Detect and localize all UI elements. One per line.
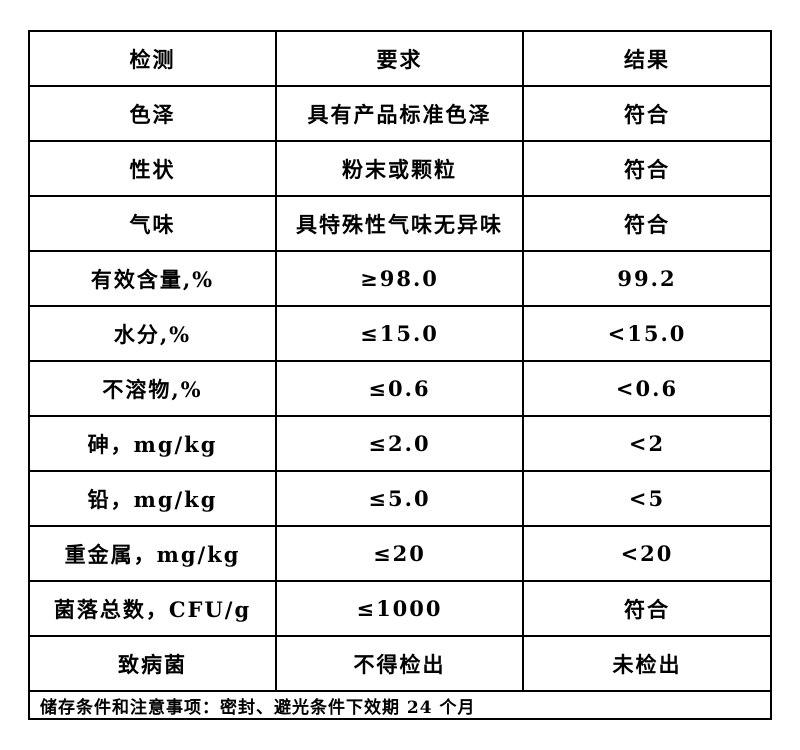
test-name-cell: 砷，mg/kg: [28, 415, 277, 472]
requirement-cell: 不得检出: [275, 635, 524, 692]
requirement-cell: 具特殊性气味无异味: [275, 195, 524, 252]
table-row: 水分,% ≤15.0 <15.0: [28, 305, 772, 362]
result-cell: <15.0: [522, 305, 772, 362]
requirement-cell: ≤20: [275, 525, 524, 582]
result-cell: <20: [522, 525, 772, 582]
table-row: 重金属，mg/kg ≤20 <20: [28, 525, 772, 582]
test-name-cell: 不溶物,%: [28, 360, 277, 417]
header-cell-result: 结果: [522, 30, 772, 87]
test-name-cell: 性状: [28, 140, 277, 197]
header-cell-requirement: 要求: [275, 30, 524, 87]
result-cell: 符合: [522, 85, 772, 142]
test-name-cell: 致病菌: [28, 635, 277, 692]
requirement-cell: ≤0.6: [275, 360, 524, 417]
test-name-cell: 重金属，mg/kg: [28, 525, 277, 582]
result-cell: <2: [522, 415, 772, 472]
requirement-cell: 粉末或颗粒: [275, 140, 524, 197]
inspection-table: 检测 要求 结果 色泽 具有产品标准色泽 符合 性状 粉末或颗粒 符合 气味 具…: [28, 30, 772, 720]
result-cell: <0.6: [522, 360, 772, 417]
result-cell: 符合: [522, 140, 772, 197]
table-row: 菌落总数，CFU/g ≤1000 符合: [28, 580, 772, 637]
test-name-cell: 色泽: [28, 85, 277, 142]
header-row: 检测 要求 结果: [28, 30, 772, 87]
footer-row: 储存条件和注意事项：密封、避光条件下效期 24 个月: [28, 690, 772, 720]
test-name-cell: 气味: [28, 195, 277, 252]
table-row: 性状 粉末或颗粒 符合: [28, 140, 772, 197]
table-row: 砷，mg/kg ≤2.0 <2: [28, 415, 772, 472]
result-cell: 99.2: [522, 250, 772, 307]
result-cell: 符合: [522, 195, 772, 252]
result-cell: 未检出: [522, 635, 772, 692]
table-row: 不溶物,% ≤0.6 <0.6: [28, 360, 772, 417]
result-cell: <5: [522, 470, 772, 527]
requirement-cell: ≤15.0: [275, 305, 524, 362]
table-row: 有效含量,% ≥98.0 99.2: [28, 250, 772, 307]
test-name-cell: 有效含量,%: [28, 250, 277, 307]
table-row: 气味 具特殊性气味无异味 符合: [28, 195, 772, 252]
test-name-cell: 铅，mg/kg: [28, 470, 277, 527]
requirement-cell: ≤1000: [275, 580, 524, 637]
storage-note: 储存条件和注意事项：密封、避光条件下效期 24 个月: [28, 690, 772, 720]
table-row: 致病菌 不得检出 未检出: [28, 635, 772, 692]
requirement-cell: 具有产品标准色泽: [275, 85, 524, 142]
requirement-cell: ≤5.0: [275, 470, 524, 527]
test-name-cell: 菌落总数，CFU/g: [28, 580, 277, 637]
table-row: 铅，mg/kg ≤5.0 <5: [28, 470, 772, 527]
header-cell-test: 检测: [28, 30, 277, 87]
test-name-cell: 水分,%: [28, 305, 277, 362]
requirement-cell: ≥98.0: [275, 250, 524, 307]
requirement-cell: ≤2.0: [275, 415, 524, 472]
table-row: 色泽 具有产品标准色泽 符合: [28, 85, 772, 142]
result-cell: 符合: [522, 580, 772, 637]
